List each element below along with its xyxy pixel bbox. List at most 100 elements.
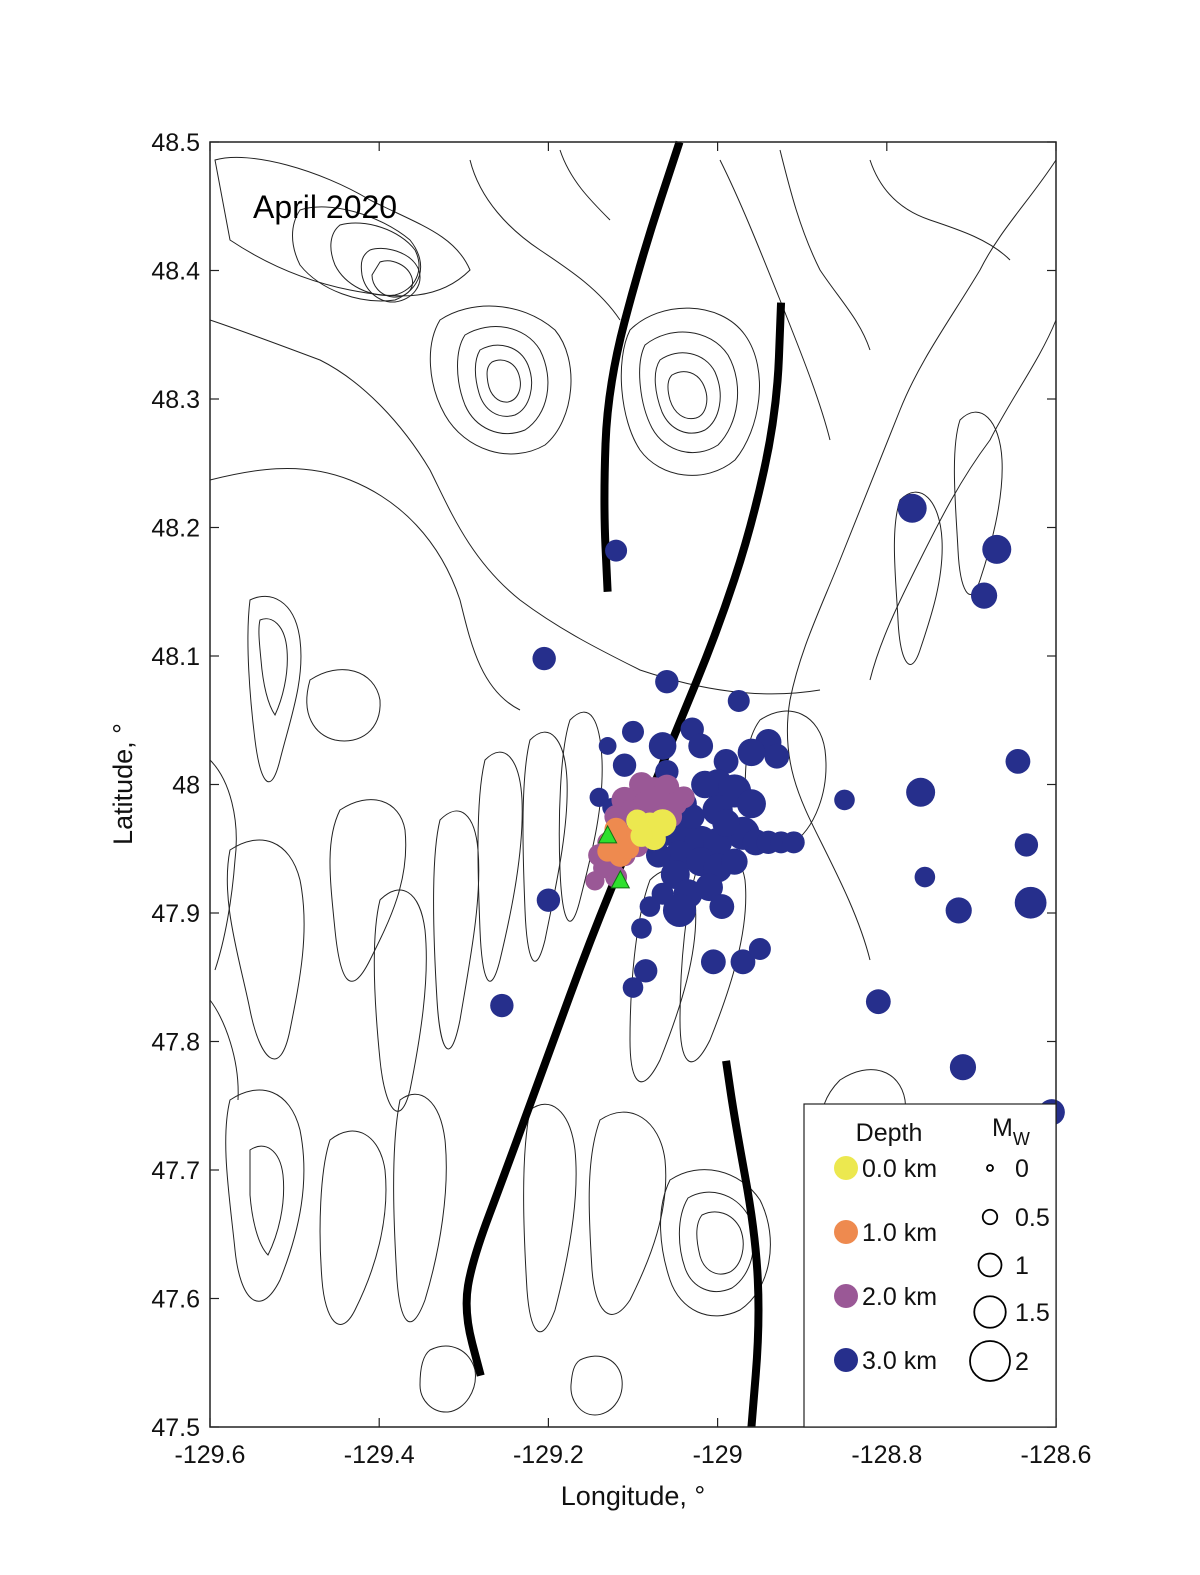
contour-line: [249, 1145, 285, 1256]
contour-line: [247, 595, 302, 783]
y-tick-label: 47.7: [151, 1157, 200, 1185]
legend-magnitude-entries: 0 0.5 1 1.5 2: [969, 1155, 1050, 1382]
earthquake-point: [672, 786, 695, 809]
earthquake-point: [647, 786, 670, 809]
earthquake-point: [712, 809, 740, 837]
y-tick-label: 47.8: [151, 1029, 200, 1057]
earthquake-point: [597, 841, 618, 862]
earthquake-point: [748, 937, 771, 960]
axis-ticks: -129.6 -129.4 -129.2 -129 -128.8 -128.6 47.5 47…: [151, 129, 1091, 1469]
earthquake-point: [700, 949, 726, 975]
contour-line: [393, 1093, 447, 1323]
earthquake-point: [764, 743, 790, 769]
earthquake-point: [737, 738, 766, 767]
y-tick-label: 47.9: [151, 900, 200, 928]
contour-line: [209, 999, 239, 1101]
earthquake-point: [630, 824, 653, 847]
y-tick-label: 48.3: [151, 386, 200, 414]
panel-label: April 2020: [253, 189, 397, 225]
earthquake-point: [532, 646, 556, 671]
contour-line: [869, 159, 1011, 261]
earthquake-point: [982, 534, 1012, 564]
earthquake-point: [695, 873, 723, 902]
legend-mag-title: MW: [992, 1114, 1030, 1149]
contour-line: [654, 352, 721, 434]
x-tick-label: -129.2: [513, 1441, 584, 1469]
legend-mag-label: 0.5: [1015, 1204, 1050, 1232]
contour-line: [258, 618, 288, 716]
legend-mag-circle: [969, 1340, 1011, 1382]
station-triangle: [610, 869, 631, 889]
earthquake-point: [914, 866, 936, 888]
contour-line: [696, 1211, 744, 1275]
earthquake-point: [605, 539, 628, 562]
earthquake-point: [897, 493, 927, 523]
legend-depth-title: Depth: [856, 1119, 923, 1147]
y-tick-label: 48: [172, 772, 200, 800]
contour-line: [319, 1130, 387, 1325]
earthquake-point: [1014, 833, 1039, 857]
earthquake-point: [662, 893, 697, 928]
earthquake-point: [727, 689, 750, 712]
earthquake-point: [709, 894, 735, 919]
x-axis-title: Longitude, °: [561, 1481, 705, 1511]
legend-mag-label: 1.5: [1015, 1299, 1050, 1327]
y-tick-label: 48.1: [151, 643, 200, 671]
ridge-segment-southern: [722, 1060, 763, 1428]
legend-depth-label: 2.0 km: [862, 1283, 937, 1311]
legend-mag-label: 2: [1015, 1348, 1029, 1376]
earthquake-point: [648, 732, 677, 760]
contour-line: [474, 344, 532, 417]
earthquake-point: [834, 789, 855, 811]
earthquake-point: [691, 770, 719, 799]
contour-line: [429, 305, 572, 455]
contour-line: [639, 331, 739, 453]
contour-line: [419, 1345, 476, 1413]
contour-line: [953, 411, 1003, 595]
contour-line: [522, 731, 568, 962]
contour-line: [786, 159, 1057, 961]
contour-line: [226, 839, 305, 1060]
contour-line: [570, 1355, 623, 1416]
earthquake-point: [639, 896, 661, 917]
legend-mag-symbol: M: [992, 1114, 1013, 1142]
contour-line: [558, 711, 603, 922]
contour-line: [457, 326, 549, 435]
earthquake-point: [679, 804, 705, 830]
earthquake-point: [490, 993, 514, 1018]
contour-line: [719, 159, 831, 441]
contour-line: [330, 222, 420, 296]
earthquake-point: [598, 737, 617, 755]
earthquake-point: [622, 977, 644, 998]
contour-line: [869, 319, 1057, 681]
legend-mag-circle: [977, 1252, 1003, 1278]
legend: Depth MW 0.0 km 1.0 km 2.0 km 3.0 km 0 0.5 1 1…: [803, 1103, 1057, 1428]
contour-line: [588, 1111, 667, 1315]
station-triangle: [597, 824, 618, 844]
contour-line: [620, 307, 760, 476]
contour-line: [486, 359, 521, 403]
earthquake-point: [730, 949, 756, 975]
earthquake-point: [865, 989, 891, 1015]
contour-line: [209, 468, 521, 711]
contour-line: [660, 1169, 771, 1317]
contour-line: [306, 669, 381, 742]
contour-line: [469, 159, 621, 321]
legend-mag-subscript: W: [1013, 1129, 1030, 1149]
contour-line: [678, 1191, 755, 1292]
contour-line: [667, 371, 708, 420]
earthquake-point: [1014, 886, 1047, 919]
legend-depth-label: 3.0 km: [862, 1347, 937, 1375]
y-tick-label: 48.5: [151, 129, 200, 157]
contour-line: [360, 247, 421, 303]
earthquake-point: [970, 582, 998, 609]
legend-mag-label: 1: [1015, 1252, 1029, 1280]
earthquake-point: [631, 918, 652, 939]
earthquake-point: [655, 670, 679, 694]
earthquake-point: [782, 831, 805, 854]
legend-mag-circle: [986, 1164, 994, 1172]
legend-mag-circle: [973, 1295, 1007, 1329]
legend-depth-swatch: [834, 1284, 858, 1308]
y-tick-label: 48.2: [151, 515, 200, 543]
